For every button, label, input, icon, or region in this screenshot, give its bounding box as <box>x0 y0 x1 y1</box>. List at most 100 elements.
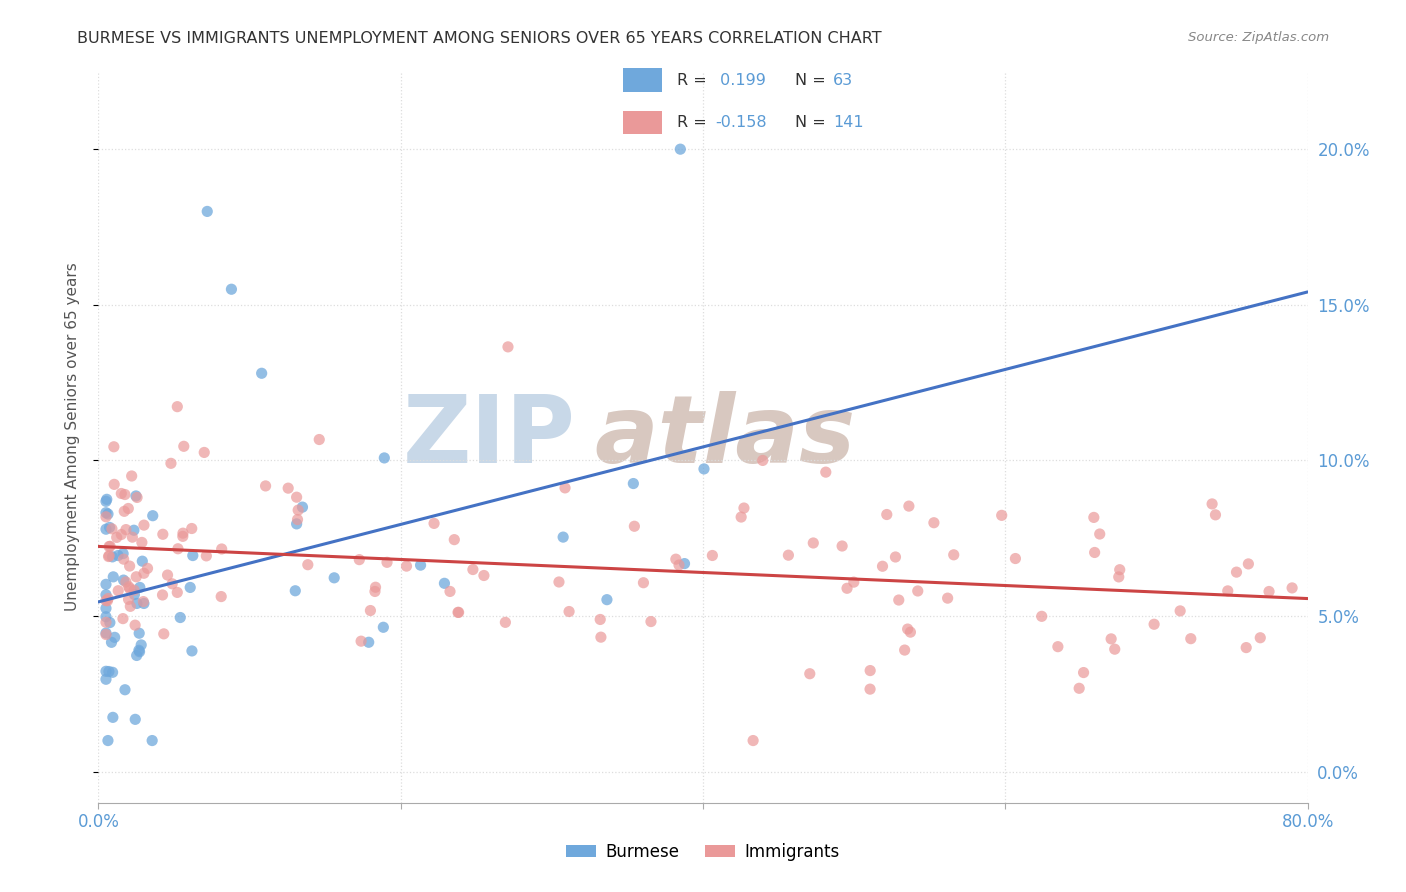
Immigrants <box>872 559 894 574</box>
Immigrants <box>166 400 188 414</box>
Immigrants <box>117 501 139 516</box>
Immigrants <box>308 433 330 447</box>
Immigrants <box>112 552 135 566</box>
Text: -0.158: -0.158 <box>716 115 766 130</box>
Immigrants <box>118 582 141 596</box>
Burmese <box>131 554 153 568</box>
Text: atlas: atlas <box>595 391 855 483</box>
Immigrants <box>668 558 690 572</box>
Immigrants <box>121 530 143 544</box>
Burmese <box>179 581 201 595</box>
Burmese <box>101 549 124 564</box>
Burmese <box>107 549 129 563</box>
Immigrants <box>115 523 138 537</box>
Text: 0.199: 0.199 <box>716 72 766 87</box>
Legend: Burmese, Immigrants: Burmese, Immigrants <box>560 837 846 868</box>
Burmese <box>94 494 117 508</box>
Immigrants <box>172 526 194 541</box>
Burmese <box>673 557 696 571</box>
Immigrants <box>160 456 183 470</box>
Immigrants <box>496 340 519 354</box>
Text: Source: ZipAtlas.com: Source: ZipAtlas.com <box>1188 31 1329 45</box>
Burmese <box>101 710 124 724</box>
Burmese <box>96 492 118 507</box>
Text: BURMESE VS IMMIGRANTS UNEMPLOYMENT AMONG SENIORS OVER 65 YEARS CORRELATION CHART: BURMESE VS IMMIGRANTS UNEMPLOYMENT AMONG… <box>77 31 882 46</box>
Immigrants <box>1216 583 1239 598</box>
Immigrants <box>132 594 155 608</box>
Text: 141: 141 <box>832 115 863 130</box>
Immigrants <box>884 549 907 564</box>
Burmese <box>124 712 146 726</box>
Immigrants <box>375 555 398 569</box>
Burmese <box>195 204 218 219</box>
Burmese <box>98 615 121 630</box>
Immigrants <box>96 593 118 607</box>
Immigrants <box>180 521 202 535</box>
Immigrants <box>94 627 117 641</box>
Burmese <box>94 665 117 679</box>
Burmese <box>98 520 121 534</box>
Immigrants <box>936 591 959 606</box>
Immigrants <box>447 606 470 620</box>
Immigrants <box>733 501 755 516</box>
Immigrants <box>1108 563 1130 577</box>
Burmese <box>250 366 273 380</box>
Immigrants <box>1168 604 1191 618</box>
Text: R =: R = <box>676 72 711 87</box>
Immigrants <box>173 439 195 453</box>
Burmese <box>94 577 117 591</box>
Immigrants <box>778 548 800 562</box>
Immigrants <box>1258 584 1281 599</box>
Immigrants <box>117 592 139 607</box>
Immigrants <box>1088 527 1111 541</box>
Burmese <box>125 648 148 663</box>
Immigrants <box>1108 570 1130 584</box>
Immigrants <box>152 627 174 641</box>
Immigrants <box>125 570 148 584</box>
Immigrants <box>900 625 922 640</box>
Burmese <box>284 583 307 598</box>
Immigrants <box>1046 640 1069 654</box>
Immigrants <box>136 561 159 575</box>
Immigrants <box>1237 557 1260 571</box>
Immigrants <box>112 504 135 518</box>
Immigrants <box>160 576 183 591</box>
Immigrants <box>1249 631 1271 645</box>
Burmese <box>104 631 127 645</box>
Immigrants <box>887 593 910 607</box>
Immigrants <box>859 664 882 678</box>
Immigrants <box>990 508 1012 523</box>
Immigrants <box>395 559 418 574</box>
Burmese <box>97 733 120 747</box>
Burmese <box>94 506 117 520</box>
Burmese <box>94 609 117 624</box>
Immigrants <box>287 503 309 517</box>
Immigrants <box>97 591 120 606</box>
Immigrants <box>1225 565 1247 579</box>
Immigrants <box>897 622 920 636</box>
Immigrants <box>461 562 484 576</box>
Burmese <box>94 673 117 687</box>
Immigrants <box>122 583 145 598</box>
Immigrants <box>111 612 134 626</box>
Immigrants <box>94 615 117 630</box>
Immigrants <box>1180 632 1202 646</box>
Immigrants <box>1004 551 1026 566</box>
Immigrants <box>166 585 188 599</box>
Burmese <box>103 570 125 584</box>
Burmese <box>357 635 380 649</box>
Text: N =: N = <box>794 72 831 87</box>
Immigrants <box>640 615 662 629</box>
Immigrants <box>364 580 387 594</box>
Immigrants <box>1069 681 1091 696</box>
Immigrants <box>494 615 516 630</box>
Immigrants <box>742 733 765 747</box>
Immigrants <box>423 516 446 531</box>
Immigrants <box>558 605 581 619</box>
Immigrants <box>1204 508 1226 522</box>
Burmese <box>409 558 432 573</box>
Immigrants <box>942 548 965 562</box>
Immigrants <box>167 541 190 556</box>
Immigrants <box>859 682 882 697</box>
Burmese <box>373 450 395 465</box>
